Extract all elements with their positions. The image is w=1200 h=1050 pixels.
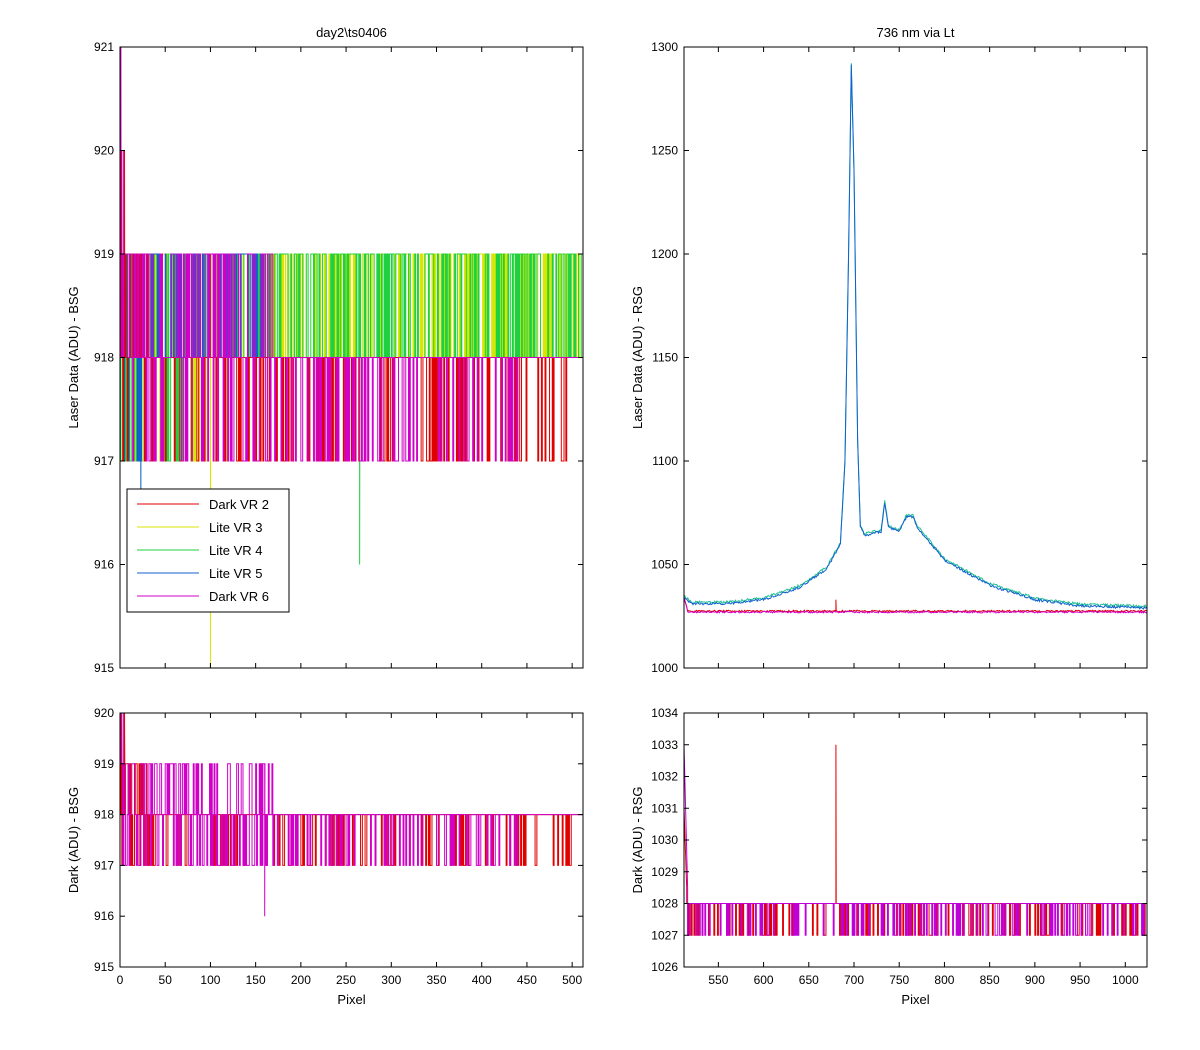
y-tick-label: 915 [94,960,114,974]
legend: Dark VR 2 Lite VR 3 Lite VR 4 Lite VR 5 Dark… [126,488,290,613]
y-axis-label: Laser Data (ADU) - RSG [630,286,645,429]
y-tick-label: 921 [94,40,114,54]
y-tick-label: 1026 [651,960,678,974]
plot-area [683,46,1148,669]
y-tick-label: 919 [94,757,114,771]
x-tick-label: 650 [799,973,819,987]
chart-title: day2\ts0406 [316,25,387,40]
series-line-dark-vr-6 [120,47,583,462]
x-tick-label: 0 [117,973,124,987]
y-tick-label: 916 [94,909,114,923]
y-tick-label: 1000 [651,661,678,675]
x-tick-label: 200 [291,973,311,987]
x-tick-label: 300 [381,973,401,987]
x-tick-label: 950 [1070,973,1090,987]
series-line-dark-vr-6 [684,597,1147,614]
y-tick-label: 1100 [652,454,678,468]
y-tick-label: 920 [94,144,114,158]
y-tick-label: 1050 [651,558,678,572]
y-tick-label: 917 [94,454,114,468]
x-tick-label: 850 [980,973,1000,987]
x-tick-label: 900 [1025,973,1045,987]
y-tick-label: 917 [94,858,114,872]
y-tick-label: 1150 [652,351,678,365]
x-tick-label: 100 [200,973,220,987]
y-tick-label: 1027 [651,928,678,942]
legend-entry-label: Lite VR 4 [209,543,262,558]
y-tick-label: 918 [94,351,114,365]
y-tick-label: 919 [94,247,114,261]
x-tick-label: 700 [844,973,864,987]
y-tick-label: 1032 [651,770,678,784]
legend-entry-label: Lite VR 5 [209,566,262,581]
y-tick-label: 918 [94,808,114,822]
y-tick-label: 1029 [651,865,678,879]
axes-bottom-left: 915 916 917 918 919 920 0 50 100 150 200 250 300 350 4… [66,706,584,1007]
y-tick-label: 1034 [651,706,678,720]
axes-bottom-right: 1026 1027 1028 1029 1030 1031 1032 1033 1034 550 6… [630,706,1148,1007]
x-tick-label: 800 [934,973,954,987]
x-tick-label: 150 [246,973,266,987]
x-tick-label: 500 [562,973,582,987]
y-tick-label: 1033 [651,738,678,752]
y-tick-label: 1200 [651,247,678,261]
x-tick-label: 350 [426,973,446,987]
y-tick-label: 1030 [651,833,678,847]
series-line-dark-vr-6 [684,744,1147,936]
x-tick-label: 450 [517,973,537,987]
axes-border [119,712,584,968]
traces [684,63,1147,614]
axes-top-right: 1000 1050 1100 1150 1200 1250 1300 736 nm via L… [630,25,1148,675]
y-tick-label: 916 [94,558,114,572]
traces [120,713,583,917]
legend-entry-label: Dark VR 6 [209,589,269,604]
y-axis-label: Dark (ADU) - RSG [630,787,645,894]
x-axis-label: Pixel [901,992,929,1007]
x-tick-label: 50 [159,973,173,987]
y-tick-label: 920 [94,706,114,720]
x-axis-label: Pixel [337,992,365,1007]
y-tick-label: 1250 [651,144,678,158]
axes-top-left: 915 916 917 918 919 920 921 day2\ts0406 Laser Da… [66,25,584,675]
plot-area [119,712,584,968]
y-tick-label: 1031 [651,801,678,815]
x-tick-label: 1000 [1112,973,1139,987]
y-axis-label: Laser Data (ADU) - BSG [66,286,81,428]
traces [120,47,583,668]
x-tick-label: 250 [336,973,356,987]
y-tick-label: 1300 [651,40,678,54]
y-tick-label: 915 [94,661,114,675]
chart-title: 736 nm via Lt [876,25,954,40]
traces [684,744,1147,936]
series-line-dark-vr-6 [120,713,583,917]
x-tick-label: 550 [708,973,728,987]
x-tick-label: 600 [754,973,774,987]
x-tick-label: 750 [889,973,909,987]
legend-entry-label: Dark VR 2 [209,497,269,512]
series-line-lite-vr-5 [684,64,1147,610]
y-tick-label: 1028 [651,897,678,911]
x-tick-label: 400 [472,973,492,987]
y-axis-label: Dark (ADU) - BSG [66,787,81,893]
legend-entry-label: Lite VR 3 [209,520,262,535]
